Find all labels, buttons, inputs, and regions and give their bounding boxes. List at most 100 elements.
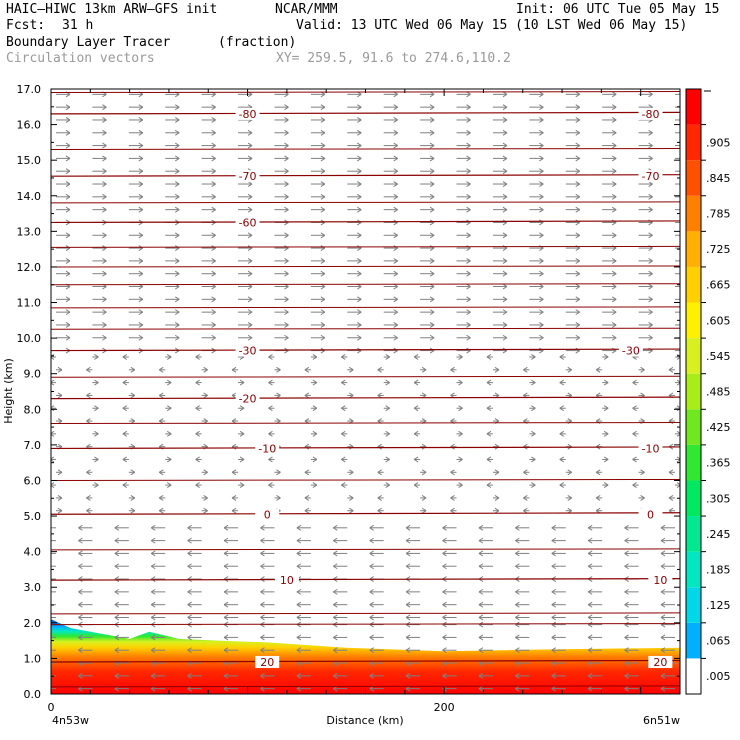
isotherm-line [51, 306, 680, 309]
wind-vector-head [94, 354, 99, 360]
wind-vector-head [640, 469, 645, 476]
wind-vector-head [632, 430, 637, 437]
wind-vector-head [369, 588, 374, 595]
init-time: Init: 06 UTC Tue 05 May 15 [516, 2, 720, 17]
wind-vector-head [247, 142, 253, 149]
wind-vector-head [174, 142, 180, 149]
wind-vector-head [466, 142, 471, 149]
wind-vector-head [575, 206, 581, 213]
wind-vector-head [320, 322, 326, 328]
wind-vector-head [333, 634, 338, 641]
wind-vector-head [429, 309, 435, 316]
wind-vector-head [502, 129, 508, 136]
wind-vector-head [442, 550, 447, 557]
x-axis-label: Distance (km) [326, 714, 403, 727]
wind-vector-head [515, 588, 520, 595]
wind-vector-head [158, 494, 164, 501]
x-tick-label: 200 [434, 701, 455, 714]
wind-vector-head [405, 634, 411, 641]
wind-vector-head [648, 142, 653, 149]
isotherm-label: -10 [642, 442, 660, 455]
wind-vector-head [138, 206, 144, 213]
wind-vector-head [502, 322, 508, 328]
wind-vector-head [551, 601, 557, 608]
wind-vector-head [284, 168, 289, 175]
wind-vector-head [296, 588, 302, 595]
wind-vector-head [357, 181, 362, 187]
wind-vector-head [78, 672, 83, 679]
wind-vector-head [268, 482, 273, 489]
wind-vector-head [57, 507, 63, 514]
wind-vector-head [187, 614, 192, 621]
wind-vector-head [393, 334, 398, 341]
wind-vector-head [369, 672, 374, 679]
wind-vector-head [369, 634, 374, 641]
wind-vector-head [150, 614, 156, 621]
wind-vector-head [523, 494, 528, 501]
wind-vector-head [559, 482, 565, 489]
wind-vector-head [515, 537, 520, 544]
wind-vector-head [413, 430, 419, 437]
wind-vector-head [333, 672, 338, 679]
wind-vector-head [304, 366, 310, 373]
wind-vector-head [349, 494, 354, 501]
wind-vector-head [486, 354, 492, 360]
wind-vector-head [65, 181, 71, 187]
wind-vector-head [648, 206, 653, 213]
wind-vector-head [42, 673, 46, 678]
colorbar-swatch [686, 587, 701, 623]
wind-vector-head [341, 379, 346, 386]
wind-vector-head [102, 309, 107, 316]
wind-vector-head [239, 482, 245, 489]
wind-vector-head [276, 494, 281, 501]
isotherm-line [51, 201, 680, 204]
wind-vector-head [478, 537, 484, 544]
wind-vector-head [260, 537, 265, 544]
wind-vector-head [51, 379, 55, 386]
wind-vector-head [260, 634, 265, 641]
wind-vector-head [648, 129, 653, 136]
wind-vector-head [284, 334, 289, 341]
wind-vector-head [260, 614, 265, 621]
isotherm-label-bg [648, 655, 673, 668]
wind-vector-head [138, 129, 144, 136]
wind-vector-head [284, 322, 289, 328]
isotherm-label: -80 [642, 108, 660, 121]
wind-vector-head [231, 392, 237, 399]
wind-vector-head [284, 309, 289, 316]
isotherm-line [51, 623, 680, 626]
wind-vector-head [466, 206, 471, 213]
wind-vector-head [539, 181, 544, 187]
wind-vector-head [478, 647, 484, 654]
wind-vector-head [122, 354, 128, 360]
y-tick-label: 16.0 [17, 119, 42, 132]
wind-vector-head [486, 456, 492, 463]
wind-vector-head [65, 206, 71, 213]
isotherm-line [51, 612, 680, 615]
wind-vector-head [466, 296, 471, 303]
colorbar-swatch [686, 373, 701, 410]
wind-vector-head [575, 193, 581, 200]
wind-vector-head [523, 366, 528, 373]
wind-vector-head [223, 524, 229, 531]
wind-vector-head [539, 257, 544, 264]
wind-vector-head [312, 379, 318, 386]
wind-vector-head [284, 181, 289, 187]
wind-vector-head [122, 482, 128, 489]
wind-vector-head [187, 563, 192, 570]
wind-vector-head [478, 614, 484, 621]
wind-vector-head [478, 524, 484, 531]
wind-vector-head [195, 430, 200, 437]
wind-vector-head [603, 379, 609, 386]
isotherm-line [51, 446, 680, 450]
wind-vector-head [341, 430, 346, 437]
wind-vector-head [223, 672, 229, 679]
wind-vector-head [138, 322, 144, 328]
isotherm-label-bg [638, 107, 663, 120]
tracer-layer [51, 619, 680, 694]
wind-vector-head [166, 379, 172, 386]
wind-vector-head [539, 232, 544, 239]
isotherm-label-bg [638, 442, 663, 455]
wind-vector-head [429, 232, 435, 239]
wind-vector-head [65, 270, 71, 277]
